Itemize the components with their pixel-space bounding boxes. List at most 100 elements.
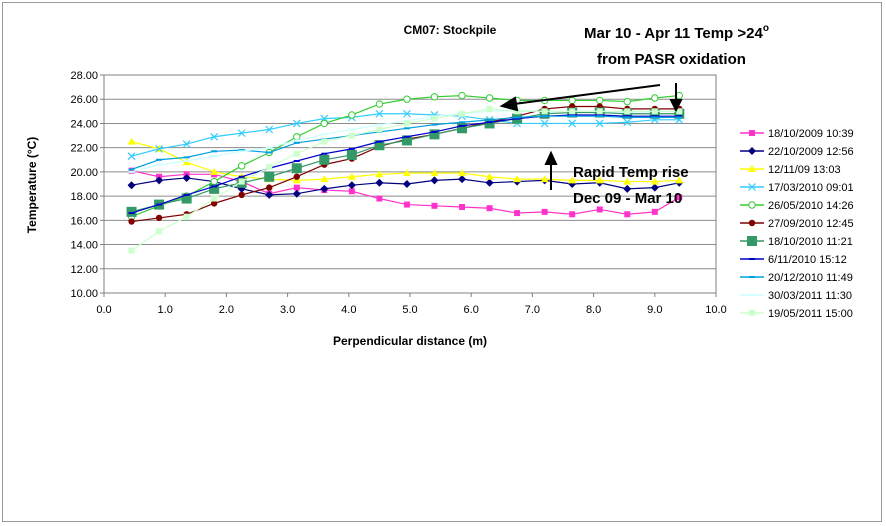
x-axis-label: Perpendicular distance (m) (333, 334, 487, 348)
data-point (183, 156, 190, 159)
legend-swatch-marker (749, 130, 755, 136)
x-axis-ticks: 0.0 1.0 2.0 3.0 4.0 5.0 6.0 7.0 8.0 9.0 10.0 (96, 293, 727, 316)
legend-item: 30/03/2011 11:30 (740, 290, 852, 302)
data-point (376, 140, 383, 143)
y-tick-label: 20.00 (70, 167, 98, 179)
legend-label: 26/05/2010 14:26 (768, 200, 854, 212)
data-point (514, 116, 521, 119)
x-tick-label: 3.0 (280, 304, 295, 316)
data-point (375, 109, 384, 118)
data-point (429, 129, 440, 140)
y-tick-label: 26.00 (70, 94, 98, 106)
data-point (127, 137, 136, 145)
legend: 18/10/2009 10:39 22/10/2009 12:56 12/11/09… (740, 128, 854, 320)
data-point (183, 213, 190, 220)
data-point (182, 173, 191, 182)
data-point (183, 193, 190, 196)
data-point (156, 163, 163, 166)
data-point (211, 195, 218, 202)
data-point (156, 228, 163, 235)
data-point (458, 91, 466, 100)
legend-label: 30/03/2011 11:30 (768, 290, 852, 302)
arrow-to-peak-head (499, 96, 519, 112)
data-point (403, 127, 410, 130)
data-point (459, 124, 466, 127)
data-point (486, 105, 493, 112)
data-point (623, 97, 631, 106)
data-point (128, 167, 135, 174)
arrow-to-peak (513, 84, 661, 105)
data-point (431, 123, 438, 126)
data-point (457, 123, 468, 134)
data-point (127, 181, 136, 190)
data-point (238, 150, 245, 153)
data-point (623, 184, 632, 193)
data-point (292, 119, 301, 128)
data-point (181, 193, 192, 204)
data-point (431, 202, 438, 209)
data-point (155, 214, 163, 222)
data-point (156, 158, 163, 161)
data-point (486, 205, 493, 212)
arrow-down-head (669, 99, 683, 113)
x-tick-label: 10.0 (705, 304, 726, 316)
data-point (401, 135, 412, 146)
data-point (514, 108, 521, 115)
data-point (126, 206, 137, 217)
data-point (651, 94, 659, 102)
data-point (402, 169, 411, 177)
data-point (651, 208, 658, 215)
data-point (675, 91, 683, 100)
y-tick-label: 18.00 (70, 191, 98, 203)
legend-item: 22/10/2009 12:56 (740, 146, 854, 158)
legend-label: 18/10/2010 11:21 (768, 236, 853, 248)
data-point (238, 149, 245, 152)
data-point (128, 218, 135, 225)
data-point (624, 115, 631, 118)
x-tick-label: 7.0 (525, 304, 540, 316)
data-point (374, 140, 385, 151)
data-point (651, 115, 658, 118)
legend-swatch-marker (749, 310, 755, 316)
data-point (596, 113, 603, 116)
data-point (623, 118, 632, 127)
data-point (321, 152, 328, 155)
x-tick-label: 1.0 (158, 304, 173, 316)
annotation-rise-line1: Rapid Temp rise (573, 164, 689, 181)
data-point (293, 150, 300, 157)
data-point (266, 184, 273, 191)
data-point (375, 170, 384, 178)
data-point (676, 115, 683, 118)
data-point (485, 178, 494, 187)
data-point (569, 211, 576, 218)
legend-item: 18/10/2010 11:21 (740, 236, 853, 248)
data-point (209, 183, 220, 194)
series-group (126, 91, 685, 254)
legend-item: 6/11/2010 15:12 (740, 254, 847, 266)
data-point (128, 168, 135, 171)
data-point (402, 180, 411, 188)
legend-label: 20/12/2010 11:49 (768, 272, 853, 284)
data-point (321, 138, 328, 145)
data-point (155, 144, 164, 153)
data-point (376, 195, 383, 202)
data-point (238, 178, 245, 185)
data-point (320, 175, 329, 183)
data-point (210, 177, 218, 186)
data-point (568, 119, 577, 128)
data-point (266, 151, 273, 154)
legend-item: 17/03/2010 09:01 (740, 182, 854, 194)
data-point (458, 169, 467, 177)
data-point (375, 100, 384, 108)
data-point (128, 247, 135, 254)
data-point (237, 129, 246, 138)
data-point (676, 194, 683, 201)
y-tick-label: 12.00 (70, 264, 98, 276)
data-point (624, 108, 631, 115)
data-point (238, 162, 246, 170)
legend-swatch-marker (749, 294, 755, 296)
data-point (403, 201, 410, 208)
data-point (569, 108, 576, 115)
data-point (458, 175, 467, 184)
